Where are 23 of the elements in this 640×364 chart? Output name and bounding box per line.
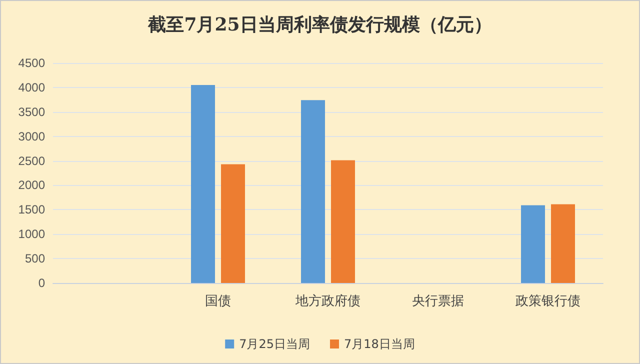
y-tick-label: 500	[24, 252, 46, 266]
bar	[301, 100, 325, 283]
y-tick-label: 0	[38, 276, 46, 290]
y-tick-label: 3000	[18, 129, 46, 144]
legend-label: 7月18日当周	[344, 337, 415, 351]
bar	[551, 204, 575, 283]
x-tick-label: 央行票据	[412, 294, 464, 309]
y-tick-label: 2000	[18, 178, 46, 192]
x-tick-label: 政策银行债	[516, 294, 580, 309]
y-tick-label: 3500	[18, 104, 46, 119]
bar	[221, 164, 245, 283]
legend-label: 7月25日当周	[239, 337, 310, 351]
bar	[191, 85, 215, 283]
y-tick-label: 2500	[18, 154, 46, 168]
y-tick-label: 4000	[18, 80, 46, 94]
y-tick-label: 1000	[18, 227, 46, 242]
chart-title: 截至7月25日当周利率债发行规模（亿元）	[147, 14, 492, 36]
bar	[521, 205, 545, 283]
y-tick-label: 4500	[18, 56, 46, 70]
bar	[331, 160, 355, 283]
x-tick-label: 国债	[205, 294, 231, 309]
x-tick-label: 地方政府债	[294, 293, 360, 309]
y-tick-label: 1500	[18, 202, 46, 217]
